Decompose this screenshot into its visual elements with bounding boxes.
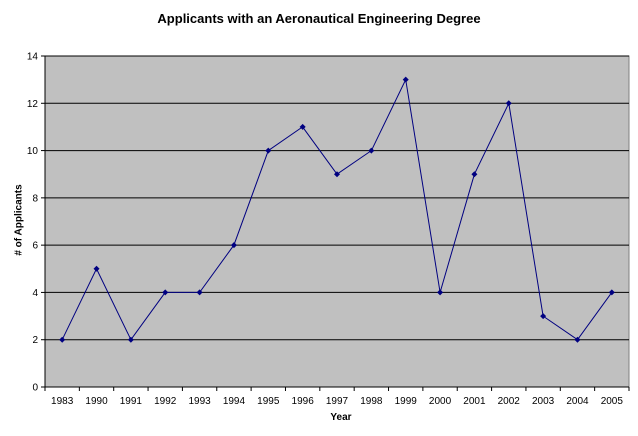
x-tick-label: 1990 (85, 396, 108, 407)
data-point (59, 336, 66, 343)
x-tick-label: 2002 (498, 396, 521, 407)
y-tick-label: 4 (32, 288, 38, 299)
data-point (265, 147, 272, 154)
x-tick-label: 1993 (188, 396, 211, 407)
x-tick-label: 2000 (429, 396, 452, 407)
x-tick-label: 1999 (395, 396, 418, 407)
data-point (93, 265, 100, 272)
data-point (574, 336, 581, 343)
data-point (402, 76, 409, 83)
x-tick-label: 1983 (51, 396, 74, 407)
data-point (368, 147, 375, 154)
x-tick-label: 2003 (532, 396, 555, 407)
x-tick-label: 1996 (292, 396, 315, 407)
x-tick-label: 1994 (223, 396, 246, 407)
y-tick-label: 8 (32, 193, 38, 204)
x-tick-label: 2005 (601, 396, 624, 407)
x-tick-label: 2001 (463, 396, 486, 407)
x-tick-label: 1997 (326, 396, 349, 407)
data-point (127, 336, 134, 343)
chart-title: Applicants with an Aeronautical Engineer… (157, 11, 481, 26)
x-tick-label: 1991 (120, 396, 143, 407)
x-axis-label: Year (330, 412, 352, 423)
y-tick-label: 14 (27, 52, 39, 63)
plot-background (44, 55, 630, 388)
x-tick-label: 1998 (360, 396, 383, 407)
data-point (505, 100, 512, 107)
y-tick-label: 12 (27, 99, 39, 110)
x-tick-label: 1995 (257, 396, 280, 407)
data-point (608, 289, 615, 296)
data-point (196, 289, 203, 296)
x-tick-label: 1992 (154, 396, 177, 407)
y-tick-label: 0 (32, 383, 38, 394)
y-tick-label: 10 (27, 146, 39, 157)
data-point (540, 313, 547, 320)
data-point (471, 171, 478, 178)
y-tick-label: 6 (32, 241, 38, 252)
data-point (230, 242, 237, 249)
data-point (162, 289, 169, 296)
data-point (334, 171, 340, 178)
y-axis-label: # of Applicants (13, 184, 25, 256)
data-point (299, 123, 306, 130)
y-tick-label: 2 (32, 335, 38, 346)
x-tick-label: 2004 (566, 396, 589, 407)
data-point (437, 289, 444, 296)
